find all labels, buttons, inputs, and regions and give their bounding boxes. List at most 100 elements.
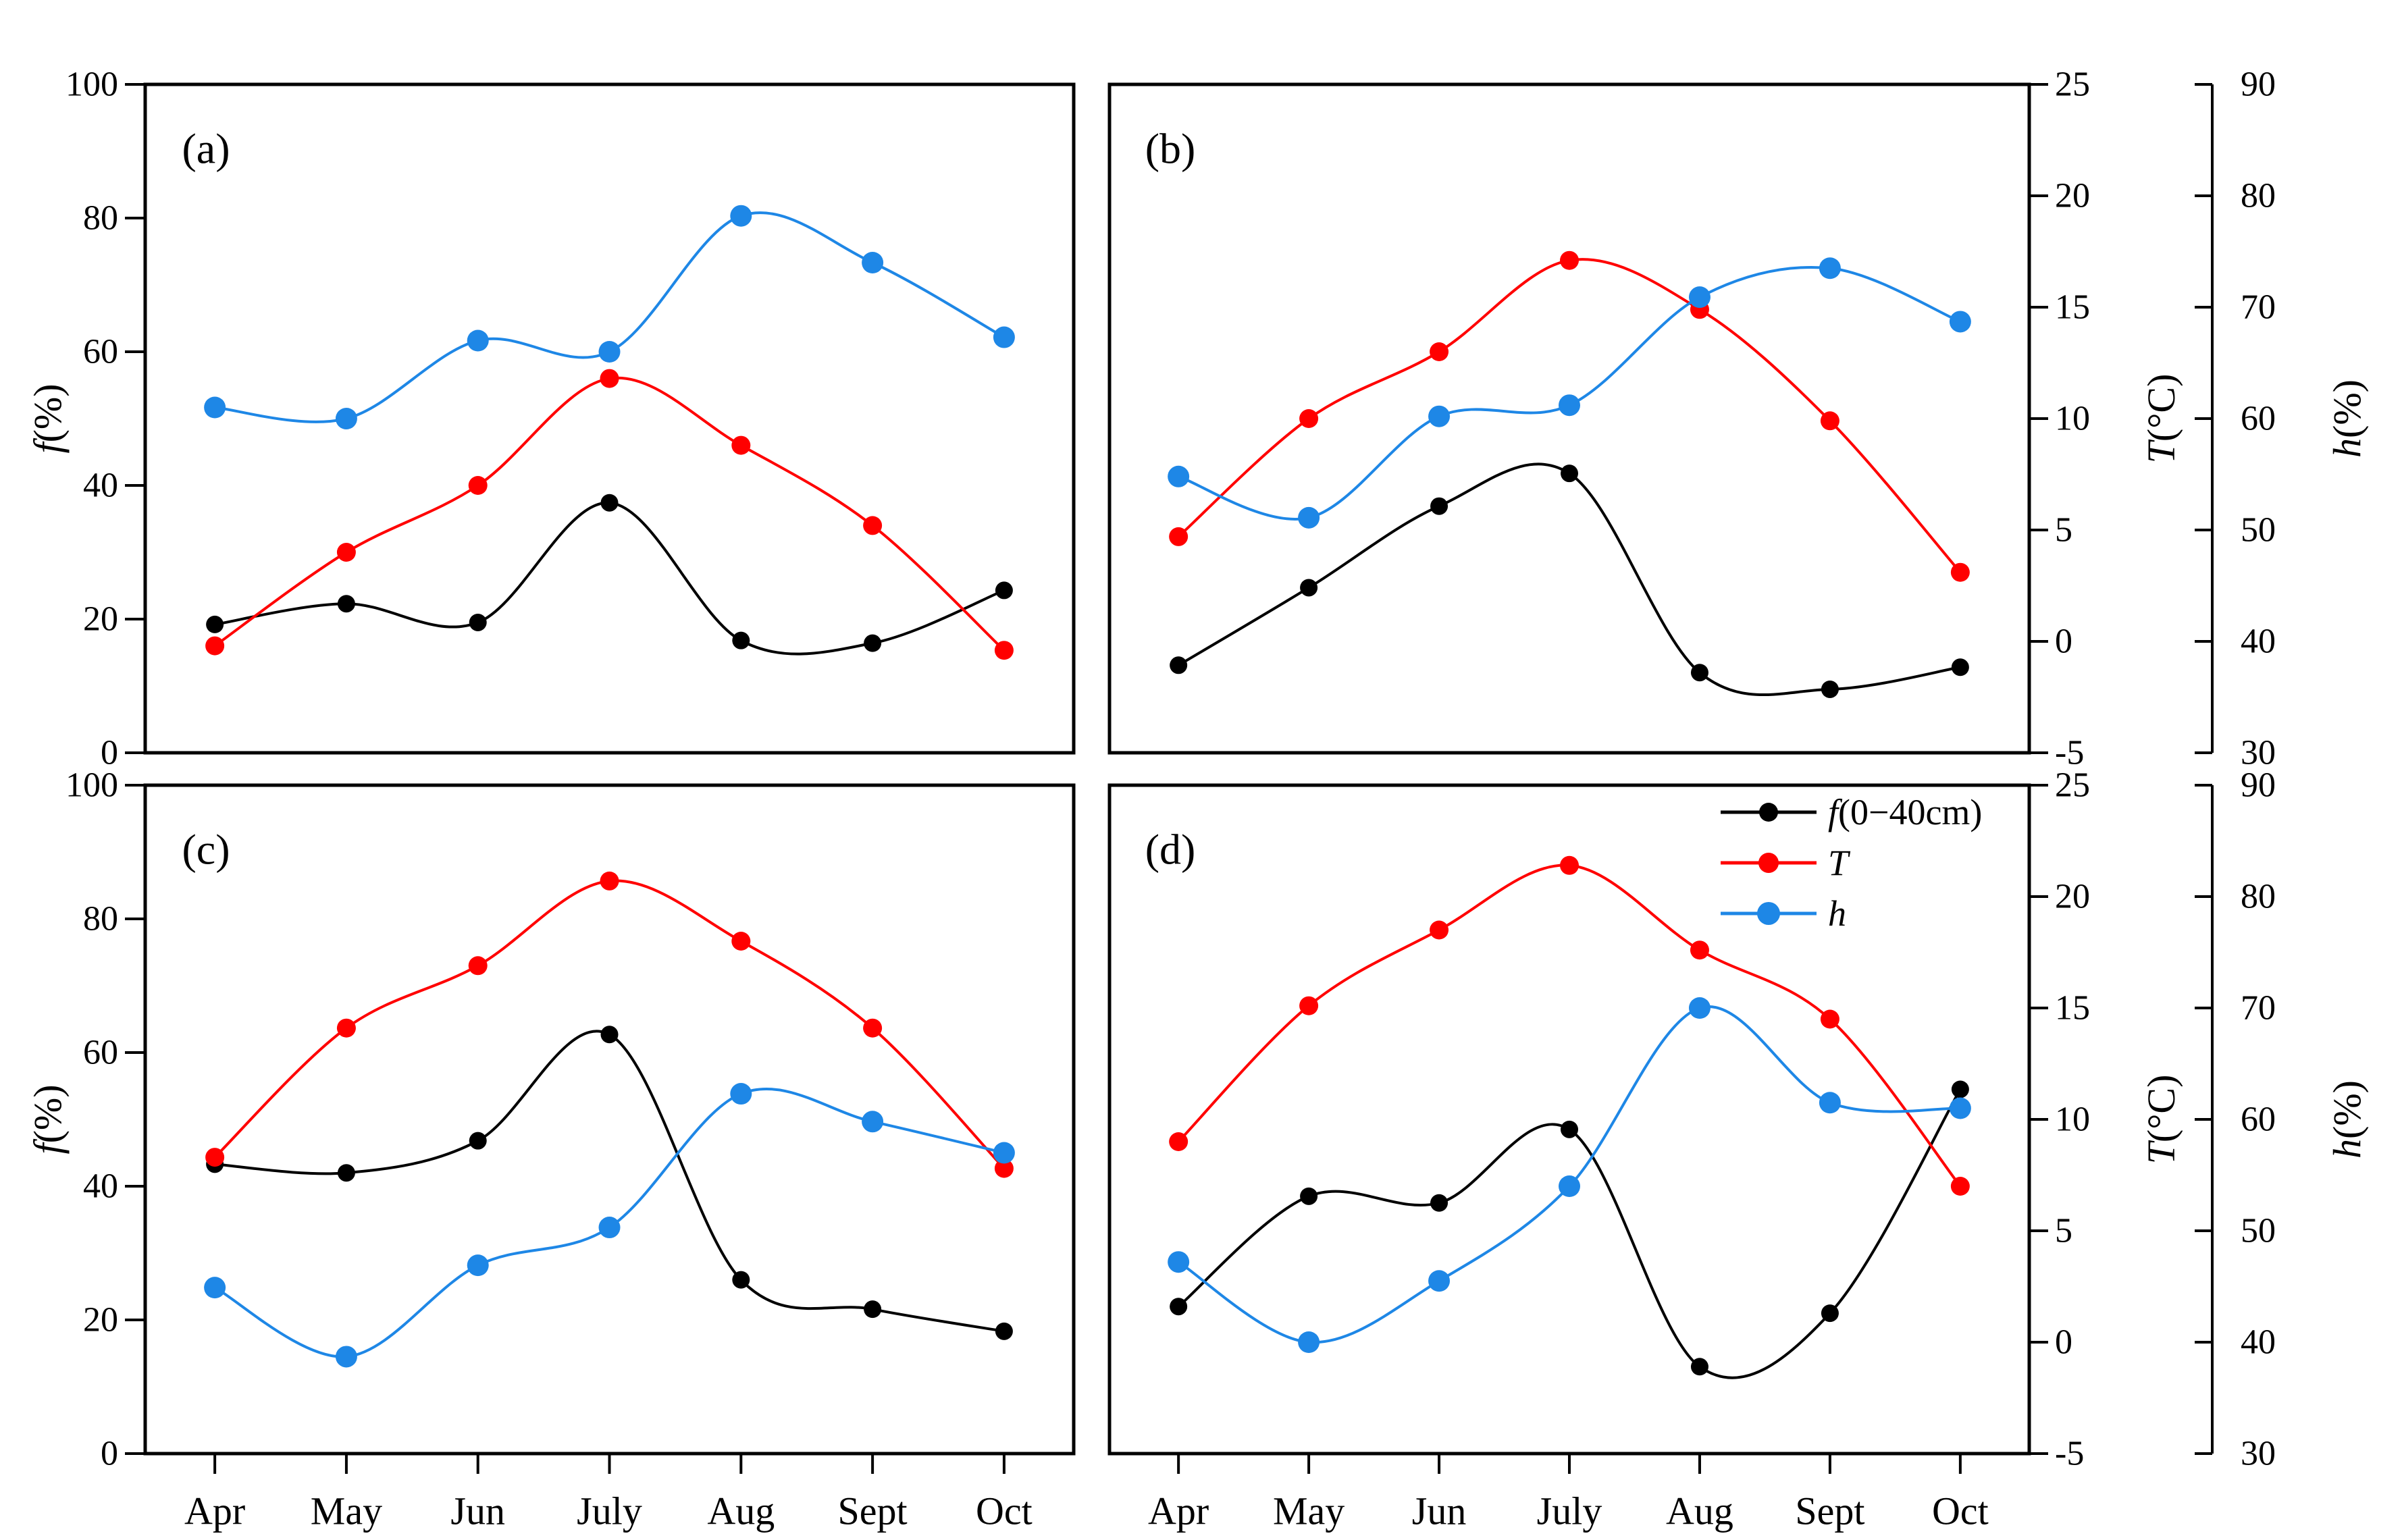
- f-axis-title-row1: f(%): [26, 1084, 70, 1154]
- h-tick-label-60: 60: [2241, 1100, 2276, 1139]
- h-tick-label-30: 30: [2241, 734, 2276, 772]
- h-axis-row1: 30 40 50 60 70 80 90: [2195, 766, 2276, 1473]
- month-label-c-aug: Aug: [707, 1489, 775, 1533]
- series-T-point-c-aug: [731, 932, 751, 951]
- panel-a: 0 20 40 60 80 100 (a): [66, 65, 1076, 772]
- series-h-point-c-oct: [993, 1142, 1015, 1164]
- T-tick-label-d-0: 0: [2055, 1323, 2072, 1362]
- series-h-point-d-oct: [1949, 1097, 1971, 1119]
- series-f-point-a-may: [337, 595, 355, 613]
- series-h-point-b-aug: [1688, 286, 1711, 309]
- series-h-point-b-apr: [1168, 465, 1190, 487]
- T-tick-label-d-25: 25: [2055, 766, 2090, 805]
- series-f-point-c-jun: [469, 1132, 487, 1150]
- series-T-point-b-may: [1299, 409, 1319, 428]
- legend-label-f: f(0−40cm): [1828, 792, 1982, 832]
- series-f-point-d-jun: [1430, 1194, 1448, 1212]
- series-f-point-b-sept: [1821, 680, 1839, 698]
- series-h-point-a-july: [598, 341, 621, 363]
- series-f-curve-a: [213, 501, 1006, 656]
- series-h-point-b-may: [1298, 506, 1320, 529]
- legend-label-T: T: [1828, 843, 1851, 883]
- panel-d: -5 0 5 10 15 20 25 Apr May Jun July Aug Sept Oct (d): [1107, 766, 2090, 1533]
- series-f-point-c-sept: [864, 1300, 882, 1319]
- panel-c: 0 20 40 60 80 100 Apr May Jun July Aug Sept Oct (c): [66, 766, 1076, 1533]
- h-tick-label-60: 60: [2241, 400, 2276, 438]
- series-h-point-b-jun: [1428, 405, 1451, 427]
- series-h-curve-d: [1177, 1005, 1962, 1344]
- legend-marker-T: [1758, 853, 1779, 873]
- T-tick-label-b-20: 20: [2055, 177, 2090, 215]
- month-label-d-may: May: [1273, 1489, 1344, 1533]
- panel-label-b: (b): [1145, 125, 1196, 173]
- series-h-point-a-apr: [204, 396, 226, 419]
- series-h-point-b-sept: [1819, 257, 1841, 280]
- f-tick-label-c-100: 100: [66, 766, 118, 805]
- f-tick-label-c-60: 60: [83, 1034, 118, 1072]
- month-label-c-sept: Sept: [838, 1489, 908, 1533]
- series-h-point-c-sept: [862, 1111, 884, 1133]
- month-label-d-jun: Jun: [1412, 1489, 1467, 1533]
- T-tick-label-b-10: 10: [2055, 400, 2090, 438]
- f-tick-label-a-60: 60: [83, 333, 118, 371]
- panel-d-frame: [1107, 783, 2031, 1456]
- f-tick-label-a-100: 100: [66, 65, 118, 104]
- f-tick-label-c-80: 80: [83, 900, 118, 938]
- f-tick-label-a-80: 80: [83, 199, 118, 238]
- series-f-point-a-aug: [732, 631, 750, 649]
- h-axis-title-row1: h(%): [2325, 1080, 2369, 1159]
- series-h-point-d-jun: [1428, 1270, 1451, 1292]
- panel-b-frame: [1107, 82, 2031, 755]
- series-f-point-a-sept: [864, 634, 882, 652]
- h-tick-label-50: 50: [2241, 511, 2276, 550]
- T-tick-label-b-0: 0: [2055, 622, 2072, 661]
- series-f-point-d-july: [1561, 1120, 1579, 1138]
- series-h-point-d-may: [1298, 1331, 1320, 1353]
- series-T-point-a-aug: [731, 435, 751, 455]
- f-tick-label-c-0: 0: [101, 1435, 118, 1473]
- series-T-point-a-oct: [994, 641, 1014, 660]
- series-f-point-a-apr: [206, 615, 224, 633]
- h-tick-label-30: 30: [2241, 1435, 2276, 1473]
- series-T-point-c-july: [600, 871, 619, 891]
- series-h-point-c-jun: [467, 1254, 489, 1277]
- series-h-point-d-aug: [1688, 997, 1711, 1019]
- h-tick-label-70: 70: [2241, 989, 2276, 1028]
- month-label-d-oct: Oct: [1932, 1489, 1989, 1533]
- h-tick-label-80: 80: [2241, 177, 2276, 215]
- h-tick-label-90: 90: [2241, 766, 2276, 805]
- series-T-point-b-apr: [1169, 527, 1189, 546]
- month-label-c-apr: Apr: [184, 1489, 245, 1533]
- panel-label-c: (c): [182, 826, 230, 874]
- f-tick-label-a-40: 40: [83, 467, 118, 505]
- series-T-point-d-sept: [1820, 1009, 1839, 1029]
- f-tick-label-a-20: 20: [83, 600, 118, 639]
- series-T-point-d-apr: [1169, 1132, 1189, 1151]
- series-h-point-d-apr: [1168, 1251, 1190, 1273]
- series-f-point-c-oct: [995, 1322, 1013, 1340]
- f-tick-label-a-0: 0: [101, 734, 118, 772]
- month-label-d-july: July: [1537, 1489, 1602, 1533]
- series-T-point-b-jun: [1430, 342, 1449, 361]
- h-tick-label-80: 80: [2241, 878, 2276, 916]
- T-tick-label-b--5: -5: [2055, 734, 2084, 772]
- series-h-point-c-aug: [730, 1083, 752, 1105]
- T-tick-label-d-15: 15: [2055, 989, 2090, 1028]
- series-T-point-a-apr: [205, 636, 225, 656]
- series-h-point-a-aug: [730, 205, 752, 227]
- panel-a-frame: [143, 82, 1076, 755]
- f-tick-label-c-40: 40: [83, 1167, 118, 1206]
- month-label-c-july: July: [577, 1489, 642, 1533]
- series-T-point-c-may: [336, 1018, 356, 1038]
- series-f-point-a-july: [600, 494, 619, 512]
- series-f-curve-b: [1177, 462, 1962, 697]
- legend-item-T: T: [1721, 843, 1851, 883]
- T-tick-label-d-10: 10: [2055, 1100, 2090, 1139]
- series-h-curve-a: [213, 211, 1006, 423]
- series-T-curve-a: [213, 376, 1006, 652]
- series-h-point-d-july: [1559, 1175, 1581, 1197]
- legend-marker-f: [1759, 803, 1778, 822]
- series-T-point-a-may: [336, 543, 356, 562]
- T-tick-label-b-15: 15: [2055, 288, 2090, 327]
